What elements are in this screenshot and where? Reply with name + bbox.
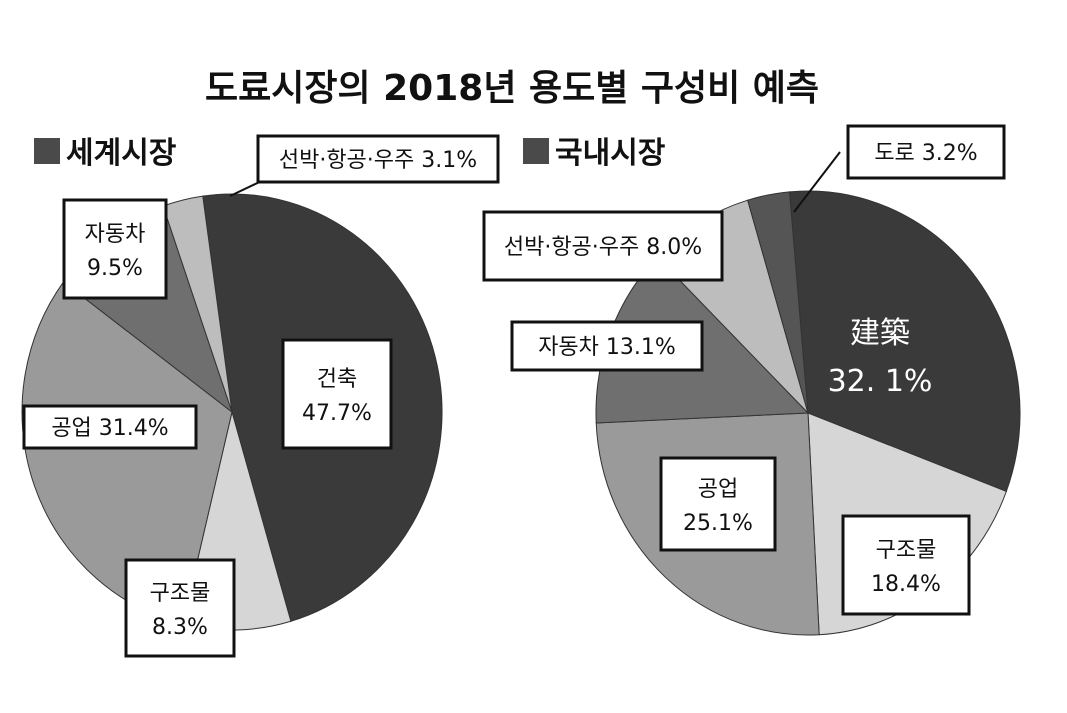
slice-label-0-2: 공업 31.4% xyxy=(51,416,168,441)
legend-label-world: 세계시장 xyxy=(66,136,177,171)
slice-label-0-3: 자동차 xyxy=(85,222,146,247)
slice-value-1-1: 18.4% xyxy=(871,572,941,597)
label-box-0-0 xyxy=(281,338,393,450)
slice-label-1-5: 도로 3.2% xyxy=(874,141,977,166)
slice-label-1-4: 선박·항공·우주 8.0% xyxy=(504,235,702,260)
legend-swatch-world xyxy=(34,138,60,164)
label-box-0-1 xyxy=(124,558,236,658)
label-box-1-4 xyxy=(482,210,724,282)
legend-label-domestic: 국내시장 xyxy=(555,136,666,171)
pie-slice-1-0 xyxy=(788,190,1021,493)
slice-label-1-3: 자동차 13.1% xyxy=(538,335,676,360)
slice-value-0-3: 9.5% xyxy=(87,256,143,281)
slice-value-0-1: 8.3% xyxy=(152,615,208,640)
chart-title: 도료시장의 2018년 용도별 구성비 예측 xyxy=(205,68,819,109)
slice-value-1-0: 32. 1% xyxy=(828,364,933,399)
pie-slice-1-5 xyxy=(747,191,809,414)
slice-label-0-1: 구조물 xyxy=(150,581,211,606)
label-box-0-3 xyxy=(62,198,168,300)
label-box-1-2 xyxy=(659,456,777,552)
label-box-1-1 xyxy=(841,514,971,616)
slice-value-1-2: 25.1% xyxy=(683,511,753,536)
slice-label-1-1: 구조물 xyxy=(876,538,937,563)
slice-label-1-2: 공업 xyxy=(698,477,738,502)
label-box-0-2 xyxy=(22,404,198,450)
legend-swatch-domestic xyxy=(523,138,549,164)
slice-label-0-4: 선박·항공·우주 3.1% xyxy=(279,148,477,173)
slice-value-0-0: 47.7% xyxy=(302,401,372,426)
slice-label-0-0: 건축 xyxy=(317,367,357,392)
leader-line-1-5 xyxy=(793,151,841,213)
label-box-1-3 xyxy=(510,320,704,372)
label-box-1-5 xyxy=(846,124,1006,180)
slice-labels: 건축 47.7% 구조물 8.3% 공업 31.4% 자동차 9.5% 선박·항공·우주 3.… xyxy=(22,124,1006,658)
label-box-0-4 xyxy=(256,134,500,184)
slice-label-1-0: 建築 xyxy=(850,316,910,351)
